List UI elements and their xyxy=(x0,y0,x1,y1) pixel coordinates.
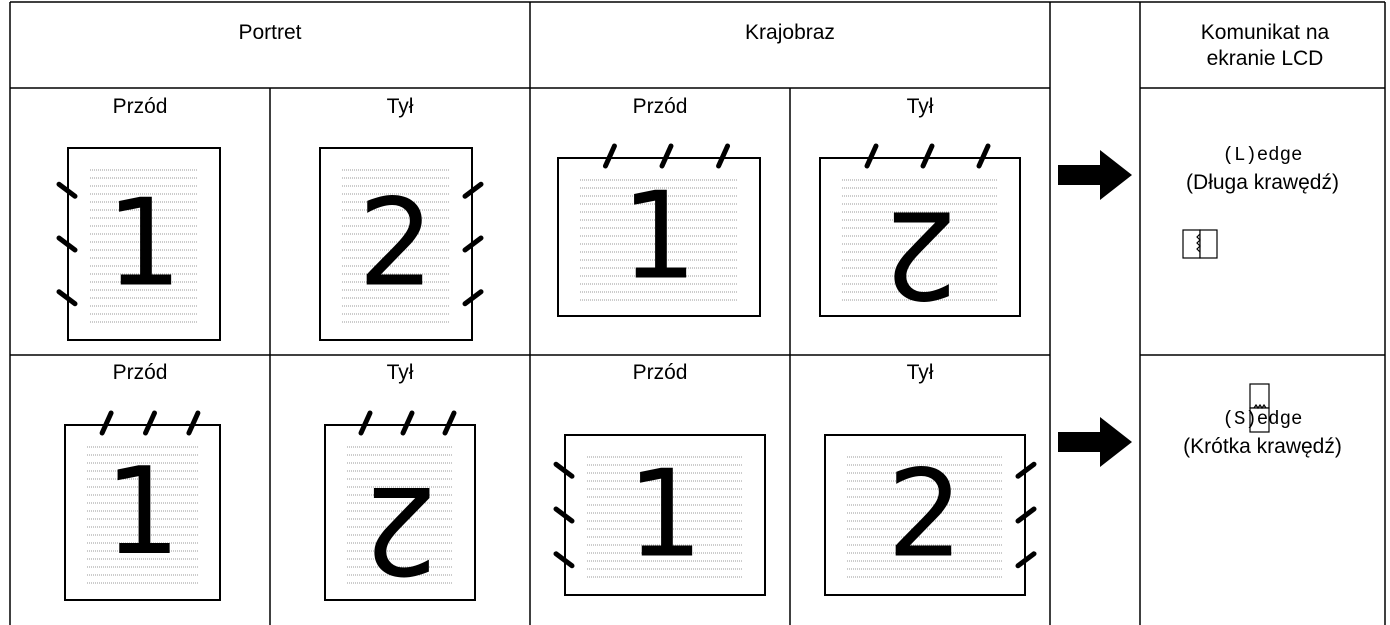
binding xyxy=(553,506,575,524)
page xyxy=(67,147,221,341)
side-label: Tył xyxy=(906,361,934,384)
binding xyxy=(659,143,674,169)
side-label: Przód xyxy=(112,361,168,384)
page-number: 2 xyxy=(362,459,438,598)
side-label: Przód xyxy=(632,361,688,384)
page xyxy=(64,424,221,601)
binding xyxy=(1015,506,1037,524)
page-number: 1 xyxy=(106,175,182,314)
page xyxy=(324,424,476,601)
page-number: 2 xyxy=(358,175,434,314)
binding xyxy=(400,410,415,436)
binding xyxy=(358,410,373,436)
page xyxy=(824,434,1026,596)
side-label: Tył xyxy=(386,95,414,118)
page xyxy=(819,157,1021,317)
arrow xyxy=(1058,417,1132,467)
lcd-icon-short xyxy=(1249,383,1270,433)
lcd-icon-long xyxy=(1182,229,1218,259)
page xyxy=(319,147,473,341)
binding xyxy=(553,461,575,479)
binding xyxy=(56,289,78,307)
page-number: 1 xyxy=(627,446,703,585)
page-number: 1 xyxy=(621,168,697,307)
binding xyxy=(462,289,484,307)
header-landscape: Krajobraz xyxy=(745,21,835,44)
lcd-code: (S)edge xyxy=(1222,408,1303,430)
arrow xyxy=(1058,150,1132,200)
lcd-text: (Długa krawędź) xyxy=(1186,171,1339,194)
lcd-text: (Krótka krawędź) xyxy=(1183,435,1342,458)
side-label: Tył xyxy=(906,95,934,118)
page xyxy=(557,157,761,317)
binding xyxy=(462,235,484,253)
binding xyxy=(143,410,157,436)
side-label: Przód xyxy=(632,95,688,118)
binding xyxy=(1015,461,1037,479)
page-number: 2 xyxy=(887,446,963,585)
binding xyxy=(716,143,731,169)
page-number: 1 xyxy=(104,443,180,582)
grid xyxy=(9,1,1386,625)
binding xyxy=(864,143,879,169)
binding xyxy=(99,410,114,436)
page xyxy=(564,434,766,596)
binding xyxy=(56,235,78,253)
binding xyxy=(442,410,457,436)
header-lcd: Komunikat na ekranie LCD xyxy=(1200,21,1330,70)
binding xyxy=(186,410,201,436)
side-label: Przód xyxy=(112,95,168,118)
side-label: Tył xyxy=(386,361,414,384)
binding xyxy=(462,181,484,199)
binding xyxy=(602,143,617,169)
binding xyxy=(56,181,78,199)
binding xyxy=(920,143,935,169)
header-portrait: Portret xyxy=(238,21,302,44)
binding xyxy=(553,551,575,569)
page-number: 2 xyxy=(882,183,958,322)
binding xyxy=(976,143,991,169)
lcd-code: (L)edge xyxy=(1222,144,1303,166)
binding xyxy=(1015,551,1037,569)
